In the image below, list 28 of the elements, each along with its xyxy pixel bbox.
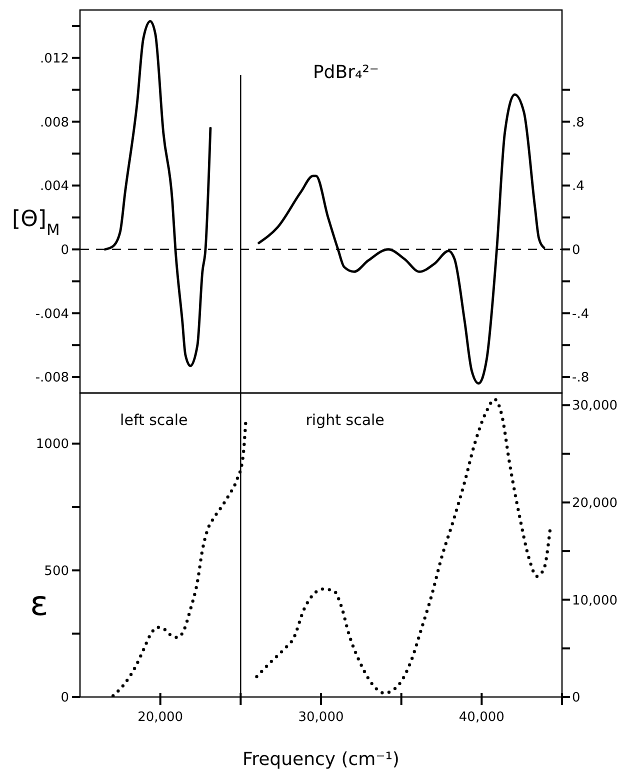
x-tick-label: 40,000 [458,710,504,725]
y-tick-label: -.004 [35,306,69,322]
y-axis-title: [Θ]$_{M}$ [12,207,60,239]
y-axis-title: ε [30,584,48,624]
annotation: PdBr₄²⁻ [312,62,379,83]
y-tick-label: .004 [40,179,69,194]
y-tick-label: .008 [40,115,69,130]
annotation: right scale [306,411,384,429]
y2-tick-label: 10,000 [572,593,618,608]
y2-tick-label: .8 [572,115,584,130]
y2-tick-label: .4 [572,179,584,194]
y-tick-label: 0 [60,242,69,258]
y2-tick-label: 0 [572,242,580,258]
y-tick-label: 1000 [36,437,69,452]
annotation: left scale [120,411,188,429]
y-tick-label: 500 [44,564,69,579]
y2-tick-label: 30,000 [572,398,618,414]
y-tick-label: -.008 [35,370,69,386]
y2-tick-label: -.8 [572,370,590,386]
y-tick-label: 0 [60,690,69,706]
x-tick-label: 20,000 [138,710,184,725]
line-series [255,398,552,695]
y2-tick-label: -.4 [572,306,590,322]
y2-tick-label: 20,000 [572,496,618,511]
x-tick-label: 30,000 [298,710,344,725]
y2-tick-label: 0 [572,690,580,706]
y-tick-label: .012 [40,51,69,66]
x-axis-title: Frequency (cm⁻¹) [242,749,400,770]
